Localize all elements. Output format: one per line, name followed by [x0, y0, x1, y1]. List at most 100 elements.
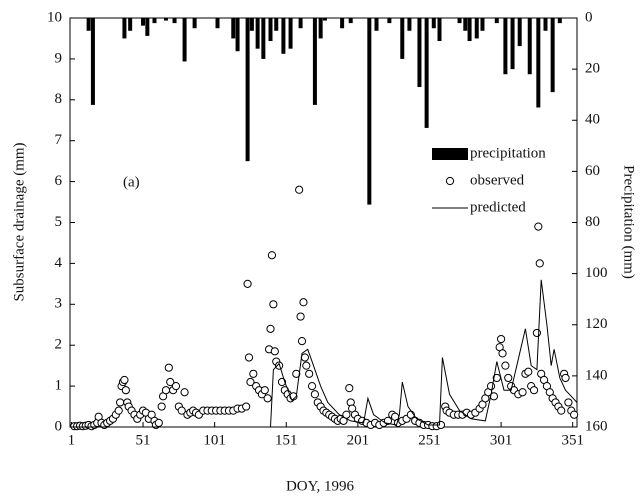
y2-tick-label: 120: [585, 316, 608, 332]
precipitation-bar: [318, 18, 323, 39]
precipitation-bar: [90, 18, 95, 105]
observed-point: [305, 369, 314, 378]
x-tick-label: 151: [275, 432, 298, 448]
precipitation-bar: [215, 18, 220, 29]
legend-label: precipitation: [470, 145, 546, 161]
observed-point: [310, 390, 320, 399]
observed-point: [246, 377, 255, 387]
observed-point: [524, 367, 533, 376]
observed-point: [534, 222, 543, 231]
precipitation-bar: [288, 18, 293, 49]
precipitation-bar: [437, 18, 442, 42]
plot-frame: [69, 17, 578, 428]
y-tick-label: 5: [55, 214, 63, 230]
x-tick-label: 51: [136, 432, 151, 448]
precipitation-bar: [510, 18, 515, 70]
precipitation-bar: [141, 18, 146, 26]
precipitation-bar: [298, 18, 303, 29]
precipitation-bar: [245, 18, 250, 162]
y2-tick-label: 140: [585, 367, 608, 383]
y-tick-label: 2: [55, 337, 63, 353]
y-tick-label: 9: [55, 50, 63, 66]
precipitation-bar: [255, 18, 260, 49]
y-tick-label: 0: [55, 418, 63, 434]
precipitation-bar: [268, 18, 273, 42]
precipitation-bar: [387, 18, 392, 24]
observed-point: [154, 418, 163, 428]
precipitation-bar: [480, 18, 485, 31]
precipitation-bar: [340, 18, 345, 29]
precipitation-bar: [457, 18, 462, 24]
precipitation-bar: [417, 18, 422, 88]
precipitation-bar: [163, 18, 168, 21]
precipitation-bar: [274, 18, 279, 31]
precipitation-bar: [281, 18, 286, 54]
y2-tick-label: 60: [585, 163, 600, 179]
observed-point: [535, 259, 544, 268]
observed-point: [557, 406, 566, 415]
precipitation-bar: [431, 18, 436, 29]
observed-point: [561, 373, 570, 383]
y-tick-label: 7: [55, 132, 63, 148]
y-tick-label: 3: [55, 296, 63, 312]
precipitation-bar: [86, 18, 91, 31]
precipitation-bar: [145, 18, 150, 36]
precipitation-bar: [463, 18, 468, 31]
predicted-line: [70, 279, 578, 428]
precipitation-bar: [249, 18, 254, 31]
observed-point: [486, 382, 496, 391]
observed-point: [518, 388, 527, 397]
observed-point: [260, 386, 269, 395]
observed-point: [345, 384, 354, 393]
observed-point: [529, 386, 539, 395]
annotation: (a): [123, 174, 140, 190]
y2-tick-label: 0: [585, 9, 593, 25]
observed-point: [166, 377, 175, 387]
x-axis-title: DOY, 1996: [286, 478, 355, 494]
y-tick-label: 4: [55, 255, 63, 271]
precipitation-bar: [557, 18, 562, 24]
precipitation-bar: [182, 18, 187, 62]
precipitation-bar: [467, 18, 472, 42]
x-tick-label: 1: [68, 432, 76, 448]
observed-point: [496, 334, 506, 344]
observed-point: [242, 402, 251, 411]
observed-point: [244, 353, 254, 362]
precipitation-bar: [367, 18, 372, 205]
observed-point: [564, 398, 573, 407]
observed-point: [116, 398, 125, 407]
observed-point: [570, 410, 579, 419]
observed-point: [302, 361, 311, 370]
y-tick-label: 6: [55, 173, 63, 189]
observed-point: [299, 298, 308, 307]
precipitation-bar: [128, 18, 133, 31]
observed-point: [296, 312, 305, 321]
observed-point: [498, 349, 507, 358]
observed-point: [263, 394, 272, 403]
observed-point: [300, 353, 309, 362]
precipitation-bar: [503, 18, 508, 75]
x-tick-label: 101: [203, 432, 226, 448]
legend-swatch: [432, 148, 468, 160]
precipitation-bar: [550, 18, 555, 93]
observed-point: [270, 347, 279, 356]
observed-point: [266, 324, 275, 333]
observed-point: [177, 406, 186, 415]
y-axis-title: Subsurface drainage (mm): [11, 142, 27, 301]
precipitation-bar: [312, 18, 317, 105]
y2-tick-label: 20: [585, 61, 600, 77]
precipitation-bar: [424, 18, 429, 128]
legend-label: predicted: [470, 199, 526, 215]
precipitation-bar: [407, 18, 412, 31]
observed-point: [292, 369, 301, 378]
observed-point: [120, 375, 129, 385]
observed-point: [269, 300, 278, 309]
precipitation-bar: [261, 18, 266, 59]
precipitation-bar: [494, 18, 499, 24]
y-tick-label: 8: [55, 91, 63, 107]
y-tick-label: 1: [55, 378, 63, 394]
precipitation-bar: [543, 18, 548, 31]
precipitation-bar: [152, 18, 157, 24]
observed-point: [501, 361, 510, 370]
